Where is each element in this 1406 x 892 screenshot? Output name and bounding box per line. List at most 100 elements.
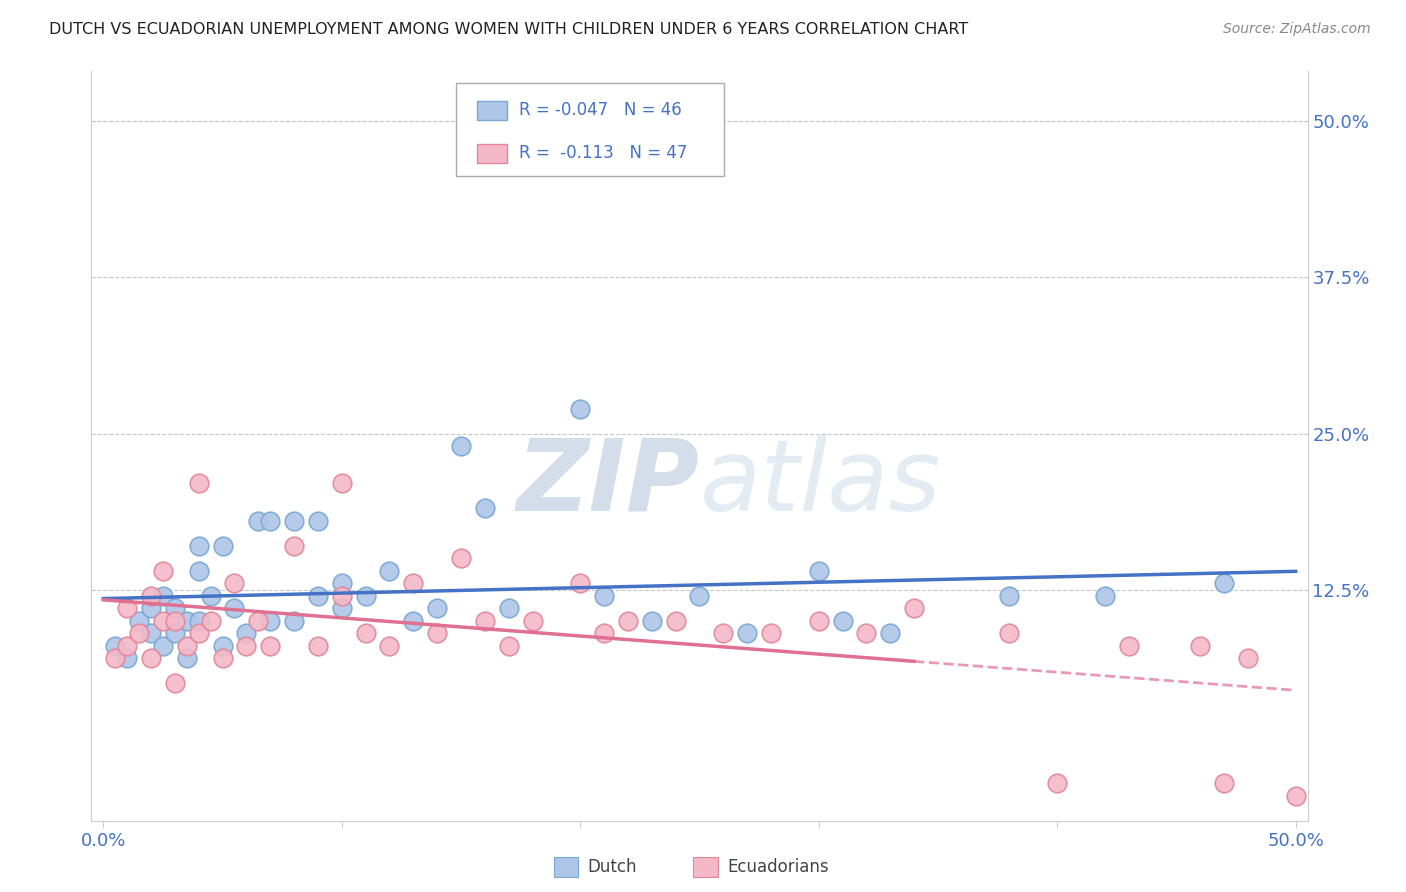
- Point: [211, 651, 233, 665]
- Point: [569, 401, 592, 416]
- Point: [224, 601, 246, 615]
- Point: [450, 551, 472, 566]
- Point: [176, 639, 198, 653]
- Point: [378, 564, 401, 578]
- FancyBboxPatch shape: [477, 101, 508, 120]
- Point: [163, 676, 186, 690]
- Point: [283, 514, 305, 528]
- Text: R = -0.047   N = 46: R = -0.047 N = 46: [519, 101, 682, 119]
- Point: [330, 601, 353, 615]
- Point: [247, 614, 270, 628]
- Point: [163, 614, 186, 628]
- Point: [426, 626, 449, 640]
- Point: [522, 614, 544, 628]
- Text: Ecuadorians: Ecuadorians: [727, 858, 830, 876]
- Point: [307, 514, 329, 528]
- Point: [187, 614, 209, 628]
- Text: atlas: atlas: [699, 435, 941, 532]
- Point: [354, 626, 377, 640]
- Point: [139, 626, 162, 640]
- Point: [176, 614, 198, 628]
- Point: [139, 651, 162, 665]
- Point: [163, 626, 186, 640]
- Point: [187, 564, 209, 578]
- Text: R =  -0.113   N = 47: R = -0.113 N = 47: [519, 144, 688, 161]
- Point: [1285, 789, 1308, 803]
- Point: [450, 439, 472, 453]
- FancyBboxPatch shape: [456, 83, 724, 177]
- Point: [115, 651, 138, 665]
- Point: [474, 614, 496, 628]
- Point: [1189, 639, 1212, 653]
- Point: [998, 589, 1021, 603]
- Point: [1118, 639, 1140, 653]
- Point: [807, 614, 830, 628]
- Point: [152, 589, 174, 603]
- Point: [378, 639, 401, 653]
- Point: [402, 614, 425, 628]
- Point: [211, 639, 233, 653]
- Point: [498, 601, 520, 615]
- Point: [807, 564, 830, 578]
- Point: [711, 626, 734, 640]
- Text: Dutch: Dutch: [588, 858, 637, 876]
- Point: [879, 626, 901, 640]
- Point: [283, 539, 305, 553]
- Point: [593, 589, 616, 603]
- Point: [128, 626, 150, 640]
- Point: [115, 601, 138, 615]
- Point: [569, 576, 592, 591]
- Point: [641, 614, 664, 628]
- Point: [402, 576, 425, 591]
- Point: [152, 639, 174, 653]
- Point: [259, 639, 281, 653]
- Point: [104, 651, 127, 665]
- Point: [211, 539, 233, 553]
- Point: [200, 589, 222, 603]
- Point: [474, 501, 496, 516]
- Point: [831, 614, 853, 628]
- Point: [139, 589, 162, 603]
- Point: [259, 514, 281, 528]
- Point: [163, 601, 186, 615]
- Point: [330, 589, 353, 603]
- Point: [330, 476, 353, 491]
- Point: [152, 564, 174, 578]
- Point: [759, 626, 782, 640]
- Point: [235, 626, 257, 640]
- Point: [224, 576, 246, 591]
- Point: [903, 601, 925, 615]
- Point: [593, 626, 616, 640]
- Point: [330, 576, 353, 591]
- Point: [235, 639, 257, 653]
- FancyBboxPatch shape: [554, 857, 578, 877]
- Point: [307, 639, 329, 653]
- Point: [1046, 776, 1069, 790]
- Point: [688, 589, 710, 603]
- Point: [426, 601, 449, 615]
- Point: [139, 601, 162, 615]
- Text: DUTCH VS ECUADORIAN UNEMPLOYMENT AMONG WOMEN WITH CHILDREN UNDER 6 YEARS CORRELA: DUTCH VS ECUADORIAN UNEMPLOYMENT AMONG W…: [49, 22, 969, 37]
- Point: [247, 514, 270, 528]
- Point: [176, 651, 198, 665]
- Point: [665, 614, 688, 628]
- Point: [187, 476, 209, 491]
- Point: [1213, 576, 1236, 591]
- Point: [855, 626, 877, 640]
- Point: [115, 639, 138, 653]
- Point: [152, 614, 174, 628]
- Point: [187, 539, 209, 553]
- Point: [187, 626, 209, 640]
- Point: [354, 589, 377, 603]
- Point: [128, 614, 150, 628]
- Point: [1237, 651, 1260, 665]
- Point: [307, 589, 329, 603]
- Point: [1213, 776, 1236, 790]
- Point: [104, 639, 127, 653]
- FancyBboxPatch shape: [693, 857, 717, 877]
- Point: [735, 626, 758, 640]
- Point: [998, 626, 1021, 640]
- Point: [200, 614, 222, 628]
- Point: [259, 614, 281, 628]
- Text: Source: ZipAtlas.com: Source: ZipAtlas.com: [1223, 22, 1371, 37]
